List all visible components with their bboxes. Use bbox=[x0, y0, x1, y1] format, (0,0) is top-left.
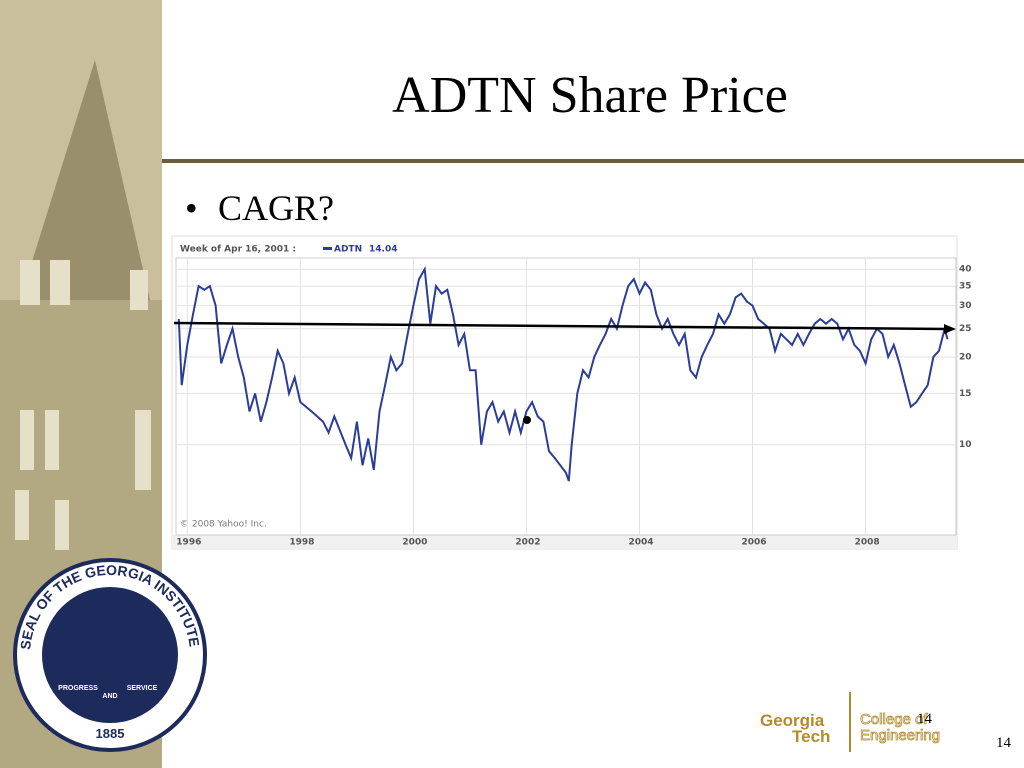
trend-arrow bbox=[173, 321, 949, 331]
legend-name: ADTN bbox=[334, 245, 362, 255]
y-tick-label: 25 bbox=[959, 324, 972, 334]
logo-engineering: Engineering bbox=[860, 727, 940, 744]
chart: Week of Apr 16, 2001 : ADTN 14.04 © 2008… bbox=[171, 235, 972, 550]
x-tick-label: 2000 bbox=[402, 538, 427, 548]
hover-dot bbox=[523, 416, 531, 424]
title-rule bbox=[162, 159, 1024, 163]
y-tick-label: 20 bbox=[959, 352, 972, 362]
seal-year: 1885 bbox=[96, 726, 125, 741]
seal-banner: SERVICE bbox=[127, 685, 158, 692]
x-tick-label: 2002 bbox=[515, 538, 540, 548]
bullet-text: CAGR? bbox=[218, 188, 334, 228]
x-axis-band bbox=[172, 535, 957, 549]
readout-label: Week of Apr 16, 2001 : bbox=[180, 245, 296, 255]
logo-college: College of bbox=[860, 711, 928, 728]
y-tick-label: 30 bbox=[959, 301, 972, 311]
x-tick-label: 1998 bbox=[289, 538, 314, 548]
seal-banner: PROGRESS bbox=[58, 685, 98, 692]
page-number: 14 bbox=[917, 711, 933, 727]
arrow-head bbox=[944, 324, 956, 334]
x-tick-label: 1996 bbox=[176, 538, 201, 548]
legend-swatch bbox=[323, 247, 332, 250]
seal-center bbox=[42, 587, 178, 723]
y-tick-label: 35 bbox=[959, 282, 972, 292]
seal-banner: AND bbox=[102, 693, 117, 700]
x-tick-label: 2008 bbox=[855, 538, 880, 548]
slide-title: ADTN Share Price bbox=[392, 67, 788, 124]
price-line bbox=[177, 266, 949, 482]
tower-roof bbox=[20, 60, 150, 300]
chart-frame bbox=[171, 235, 958, 550]
x-tick-label: 2004 bbox=[628, 538, 653, 548]
y-tick-label: 40 bbox=[959, 265, 972, 275]
copyright: © 2008 Yahoo! Inc. bbox=[180, 520, 267, 530]
plot-area bbox=[175, 257, 957, 536]
logo-georgia: Georgia bbox=[760, 711, 825, 730]
windows bbox=[15, 260, 151, 550]
bullet-mark: • bbox=[185, 188, 198, 228]
y-tick-label: 10 bbox=[959, 440, 972, 450]
readout-value: 14.04 bbox=[369, 245, 397, 255]
logo-tech: Tech bbox=[792, 727, 830, 746]
y-tick-label: 15 bbox=[959, 389, 972, 399]
page-number-footer: 14 bbox=[996, 735, 1012, 751]
x-tick-label: 2006 bbox=[742, 538, 767, 548]
